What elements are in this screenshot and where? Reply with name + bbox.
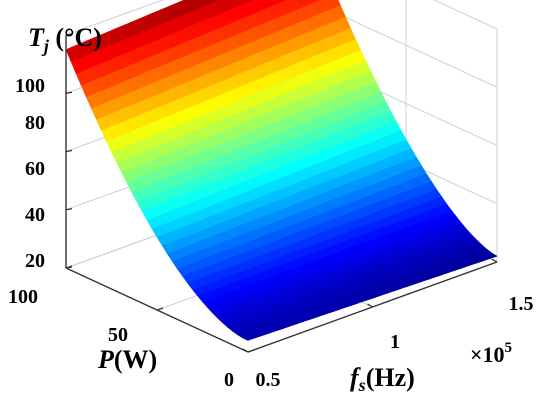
- x-tick-mark: [242, 348, 249, 353]
- z-tick-mark: [65, 91, 73, 94]
- z-tick-label: 80: [25, 112, 45, 134]
- surface-patch: [207, 0, 217, 5]
- z-axis-title: Tj (°C): [28, 23, 102, 56]
- y-axis-title: P(W): [97, 345, 157, 374]
- y-tick-mark: [247, 349, 255, 353]
- z-tick-label: 20: [25, 250, 45, 272]
- z-tick-labels: 100 80 60 40 20: [15, 75, 45, 272]
- z-tick-label: 60: [25, 158, 45, 180]
- z-tick-mark: [65, 208, 73, 211]
- x-tick-labels: 0.5 1 1.5: [256, 293, 534, 391]
- surface-patch: [280, 0, 287, 3]
- y-tick-mark: [156, 307, 164, 311]
- surface-patch: [240, 0, 250, 5]
- x-tick-label: 1: [390, 331, 400, 353]
- z-tick-mark: [65, 149, 73, 153]
- x-tick-label: 1.5: [509, 293, 534, 315]
- surface-patch: [65, 46, 79, 62]
- surface-patch: [199, 0, 210, 7]
- x-tick-label: 0.5: [256, 369, 281, 391]
- y-tick-label: 50: [108, 324, 128, 346]
- surface-patch: [272, 0, 283, 5]
- z-tick-label: 40: [25, 204, 45, 226]
- x-tick-mark: [367, 303, 373, 308]
- gridline-z-back: [65, 0, 165, 36]
- x-axis-title: fs(Hz): [350, 363, 415, 395]
- x-axis-multiplier: ×105: [470, 340, 512, 367]
- z-tick-label: 100: [15, 75, 45, 97]
- z-tick-mark: [65, 33, 73, 36]
- surface-plot: [65, 0, 498, 341]
- surface-patch: [305, 0, 315, 6]
- y-tick-label: 100: [8, 286, 38, 308]
- surface-patch: [248, 0, 253, 2]
- y-tick-labels: 100 50 0: [8, 286, 234, 391]
- x-tick-mark: [491, 258, 498, 263]
- axes: [65, 33, 498, 353]
- surface-patch: [313, 0, 321, 3]
- gridline-z-side: [432, 0, 498, 30]
- y-tick-mark: [65, 265, 73, 269]
- y-tick-label: 0: [224, 369, 234, 391]
